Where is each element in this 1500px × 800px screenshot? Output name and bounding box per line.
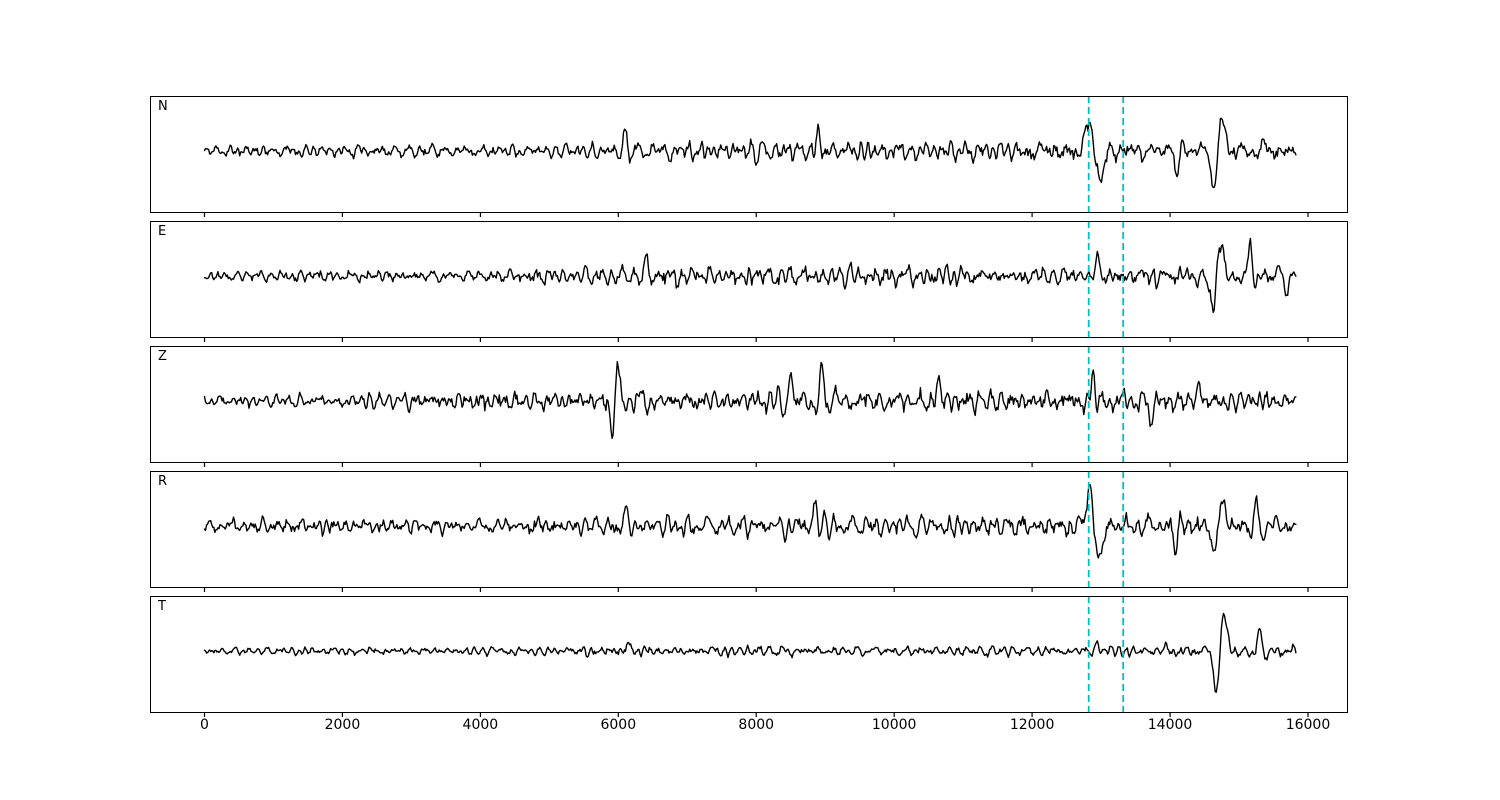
panel-label-R: R xyxy=(158,474,168,489)
seismogram-panel-R: R xyxy=(150,471,1348,592)
panel-label-T: T xyxy=(158,599,166,614)
panel-plot-svg xyxy=(150,96,1348,217)
waveform-trace-E xyxy=(203,237,1297,314)
x-tick-label: 10000 xyxy=(871,717,917,733)
panel-label-Z: Z xyxy=(158,349,167,364)
seismogram-panel-N: N xyxy=(150,96,1348,217)
x-tick-label: 16000 xyxy=(1285,717,1331,733)
panel-border xyxy=(150,471,1348,588)
panel-plot-svg xyxy=(150,596,1348,717)
waveform-trace-N xyxy=(203,117,1297,189)
panel-border xyxy=(150,221,1348,338)
waveform-trace-R xyxy=(203,483,1297,559)
panel-plot-svg xyxy=(150,346,1348,467)
x-tick-label: 4000 xyxy=(462,717,499,733)
seismogram-panel-Z: Z xyxy=(150,346,1348,467)
panel-label-E: E xyxy=(158,224,167,239)
panel-plot-svg xyxy=(150,221,1348,342)
x-tick-label: 12000 xyxy=(1009,717,1055,733)
x-tick-label: 2000 xyxy=(324,717,361,733)
seismogram-panel-T: T xyxy=(150,596,1348,717)
panel-border xyxy=(150,96,1348,213)
waveform-trace-Z xyxy=(203,360,1297,440)
x-tick-label: 6000 xyxy=(600,717,637,733)
x-tick-label: 14000 xyxy=(1147,717,1193,733)
x-tick-label: 8000 xyxy=(738,717,775,733)
panel-border xyxy=(150,596,1348,713)
waveform-trace-T xyxy=(203,612,1297,693)
panel-label-N: N xyxy=(158,99,168,114)
panel-plot-svg xyxy=(150,471,1348,592)
seismogram-panel-E: E xyxy=(150,221,1348,342)
x-tick-label: 0 xyxy=(200,717,209,733)
panel-border xyxy=(150,346,1348,463)
